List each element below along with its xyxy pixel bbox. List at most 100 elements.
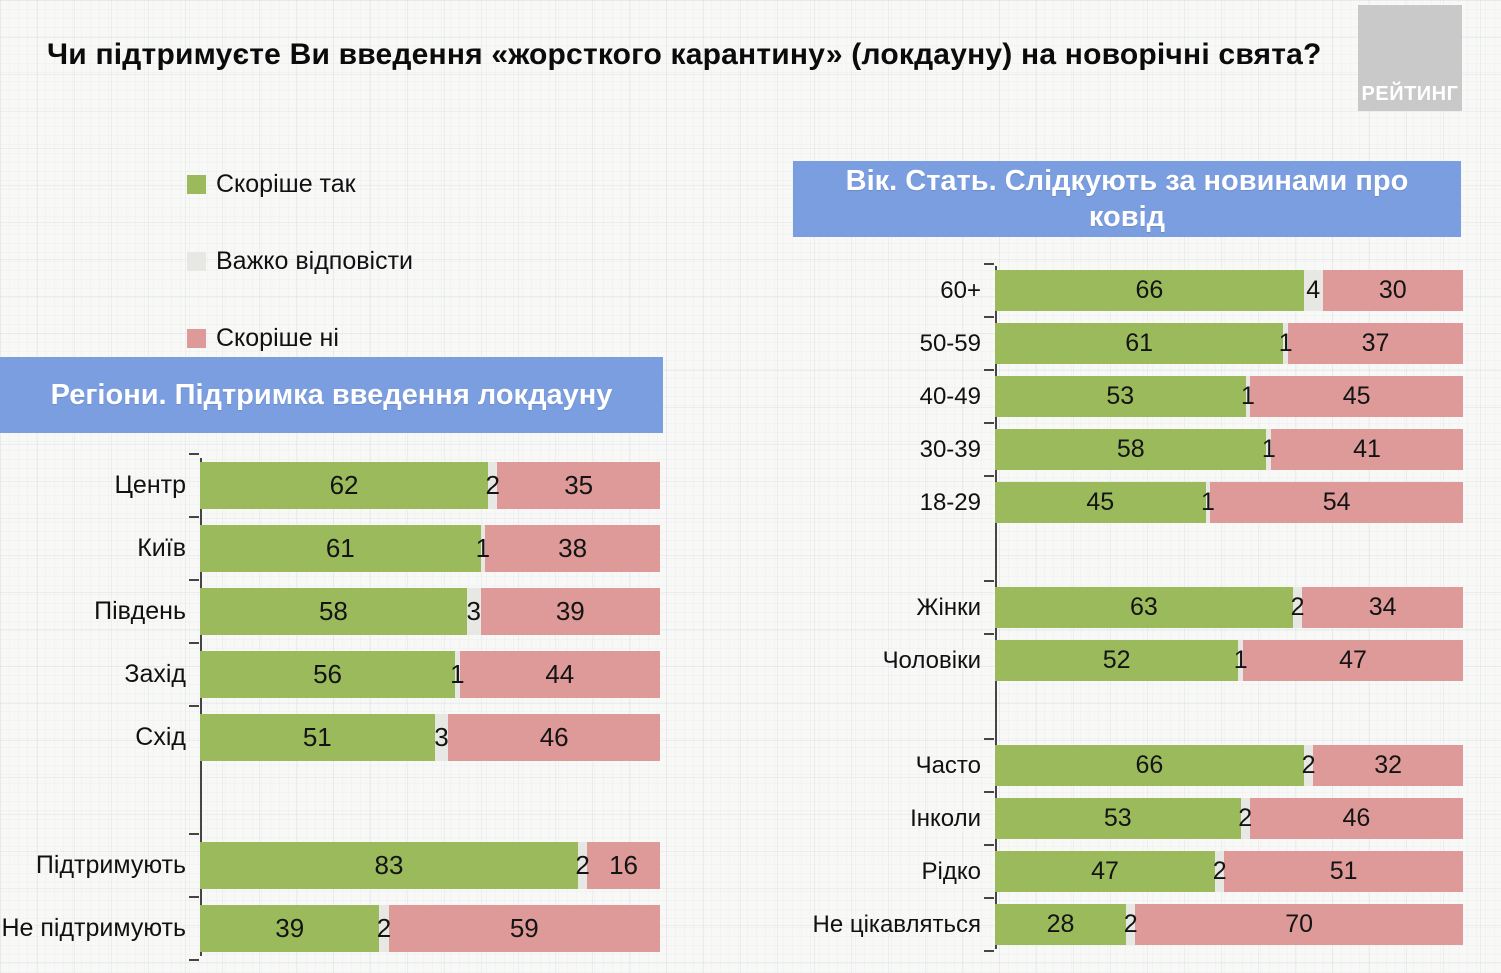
bar-segment-yes: 61 bbox=[995, 323, 1284, 364]
value-label-no: 54 bbox=[1322, 488, 1351, 516]
value-label-no: 44 bbox=[545, 659, 575, 689]
value-label-yes: 52 bbox=[1102, 646, 1131, 674]
bar-segment-yes: 62 bbox=[200, 462, 489, 509]
bar-segment-yes: 47 bbox=[995, 851, 1215, 892]
bar-track: 58 1 41 bbox=[984, 422, 1463, 470]
bar-segment-yes: 66 bbox=[995, 270, 1304, 311]
bar-track: 45 1 54 bbox=[984, 475, 1463, 523]
legend-item-no: Скоріше ні bbox=[187, 324, 413, 353]
bar-track: 53 1 45 bbox=[984, 369, 1463, 417]
bar-track: 56 1 44 bbox=[189, 642, 660, 698]
bar-segment-dk: 3 bbox=[466, 588, 481, 635]
bar-track: 52 1 47 bbox=[984, 633, 1463, 681]
value-label-dk: 2 bbox=[1212, 857, 1227, 885]
value-label-no: 59 bbox=[509, 913, 539, 943]
value-label-yes: 51 bbox=[302, 722, 332, 752]
category-label: Захід bbox=[124, 660, 186, 688]
bar-segment-yes: 61 bbox=[200, 525, 481, 572]
category-label: Не підтримують bbox=[1, 914, 186, 942]
chart-regions: Центр 62 2 35 Київ 61 1 38 Південь 58 3 39 Захід 56 1 4… bbox=[1, 453, 660, 961]
value-label-no: 30 bbox=[1378, 276, 1407, 304]
value-label-yes: 61 bbox=[1125, 329, 1154, 357]
category-label: 40-49 bbox=[919, 382, 981, 410]
bar-segment-no: 41 bbox=[1271, 429, 1463, 470]
legend-label-yes: Скоріше так bbox=[216, 170, 356, 198]
legend-item-yes: Скоріше так bbox=[187, 170, 413, 199]
chart-row: 40-49 53 1 45 bbox=[790, 369, 1463, 417]
category-label: Схід bbox=[135, 723, 186, 751]
bar-track: 63 2 34 bbox=[984, 580, 1463, 628]
bar-track: 66 4 30 bbox=[984, 263, 1463, 311]
bar-segment-no: 45 bbox=[1250, 376, 1463, 417]
chart-row: 60+ 66 4 30 bbox=[790, 263, 1463, 311]
value-label-dk: 1 bbox=[475, 533, 491, 563]
legend-swatch-yes-icon bbox=[187, 175, 206, 194]
bar-segment-no: 37 bbox=[1288, 323, 1463, 364]
bar-segment-no: 59 bbox=[388, 905, 660, 952]
bar-segment-no: 34 bbox=[1302, 587, 1463, 628]
value-label-yes: 47 bbox=[1091, 857, 1119, 885]
bar-track: 53 2 46 bbox=[984, 791, 1463, 839]
legend: Скоріше так Важко відповісти Скоріше ні bbox=[187, 170, 413, 353]
bar-track: 61 1 37 bbox=[984, 316, 1463, 364]
value-label-dk: 3 bbox=[466, 596, 481, 626]
category-label: Інколи bbox=[910, 804, 981, 832]
value-label-no: 70 bbox=[1285, 910, 1314, 938]
legend-label-no: Скоріше ні bbox=[216, 324, 339, 352]
value-label-no: 46 bbox=[539, 722, 569, 752]
bar-segment-dk: 2 bbox=[377, 905, 391, 952]
value-label-yes: 63 bbox=[1130, 593, 1158, 621]
bar-segment-yes: 58 bbox=[200, 588, 467, 635]
value-label-dk: 1 bbox=[1200, 488, 1215, 516]
chart-age-gender: 60+ 66 4 30 50-59 61 1 37 40-49 53 1 45 30-39 58 1 41 18… bbox=[790, 263, 1463, 952]
category-label: 18-29 bbox=[919, 488, 981, 516]
chart-row: 50-59 61 1 37 bbox=[790, 316, 1463, 364]
legend-swatch-dk-icon bbox=[187, 252, 206, 271]
bar-segment-yes: 66 bbox=[995, 745, 1304, 786]
bar-segment-yes: 83 bbox=[200, 842, 579, 889]
value-label-no: 45 bbox=[1342, 382, 1371, 410]
value-label-no: 47 bbox=[1339, 646, 1367, 674]
category-label: Київ bbox=[137, 534, 186, 562]
chart-row: Не підтримують 39 2 59 bbox=[1, 896, 660, 961]
bar-track: 61 1 38 bbox=[189, 516, 660, 572]
chart-row: Часто 66 2 32 bbox=[790, 738, 1463, 786]
bar-segment-no: 16 bbox=[587, 842, 660, 889]
value-label-no: 34 bbox=[1368, 593, 1397, 621]
category-label: Підтримують bbox=[35, 851, 186, 879]
value-label-no: 46 bbox=[1342, 804, 1371, 832]
bar-segment-no: 35 bbox=[497, 462, 660, 509]
value-label-dk: 1 bbox=[1261, 435, 1276, 463]
bar-track: 39 2 59 bbox=[189, 896, 660, 961]
rating-logo: РЕЙТИНГ bbox=[1358, 5, 1462, 111]
bar-segment-no: 32 bbox=[1313, 745, 1463, 786]
bar-segment-no: 38 bbox=[485, 525, 660, 572]
value-label-no: 35 bbox=[564, 470, 594, 500]
bar-segment-no: 44 bbox=[459, 651, 660, 698]
bar-segment-yes: 63 bbox=[995, 587, 1293, 628]
value-label-dk: 2 bbox=[1238, 804, 1253, 832]
bar-track: 28 2 70 bbox=[984, 897, 1463, 952]
value-label-dk: 4 bbox=[1306, 276, 1321, 304]
bar-segment-dk: 2 bbox=[485, 462, 500, 509]
bar-segment-dk: 1 bbox=[1279, 323, 1293, 364]
bar-segment-dk: 1 bbox=[1234, 640, 1248, 681]
legend-label-dk: Важко відповісти bbox=[216, 247, 413, 275]
chart-row: Чоловіки 52 1 47 bbox=[790, 633, 1463, 681]
bar-track: 58 3 39 bbox=[189, 579, 660, 635]
chart-row: Схід 51 3 46 bbox=[10, 705, 660, 761]
bar-segment-dk: 1 bbox=[1201, 482, 1215, 523]
chart-title-regions-text: Регіони. Підтримка введення локдауну bbox=[50, 378, 613, 411]
category-label: Часто bbox=[915, 751, 981, 779]
value-label-no: 51 bbox=[1329, 857, 1358, 885]
category-label: 30-39 bbox=[919, 435, 981, 463]
chart-row: Захід 56 1 44 bbox=[10, 642, 660, 698]
bar-track: 51 3 46 bbox=[189, 705, 660, 761]
chart-row: Не цікавляться 28 2 70 bbox=[790, 897, 1463, 952]
category-label: Чоловіки bbox=[882, 646, 981, 674]
bar-segment-no: 46 bbox=[1249, 798, 1463, 839]
bar-segment-dk: 2 bbox=[575, 842, 590, 889]
page-title: Чи підтримуєте Ви введення «жорсткого ка… bbox=[47, 38, 1322, 71]
bar-segment-dk: 1 bbox=[1241, 376, 1255, 417]
bar-segment-no: 54 bbox=[1210, 482, 1463, 523]
